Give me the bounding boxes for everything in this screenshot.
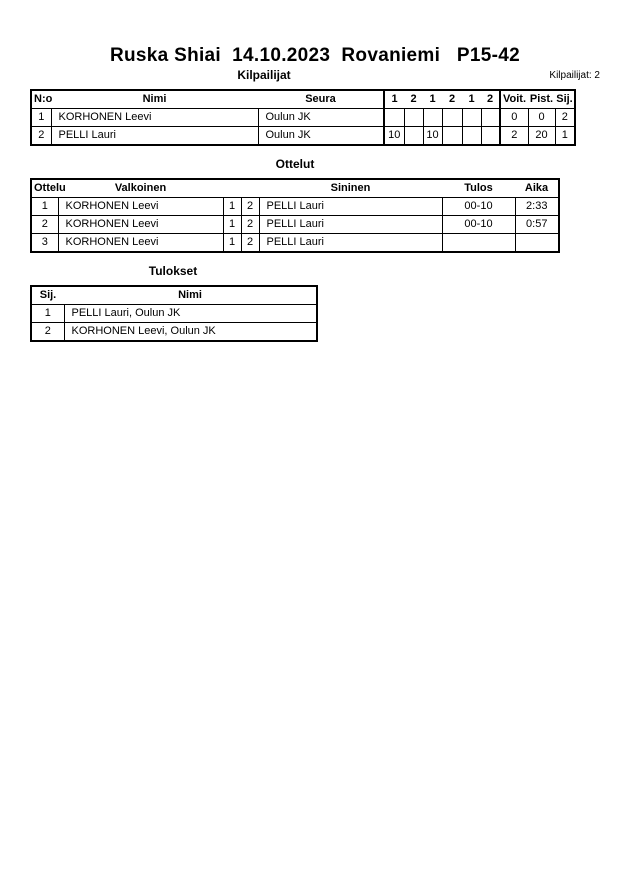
white-competitor: KORHONEN Leevi	[57, 215, 224, 234]
col-header-blue: Sininen	[259, 179, 442, 198]
blue-competitor-no: 2	[240, 197, 260, 216]
col-header-name: Nimi	[51, 90, 258, 109]
match-time	[514, 233, 560, 253]
blue-competitor: PELLI Lauri	[258, 215, 443, 234]
col-header-score-4: 2	[442, 90, 462, 109]
col-header-place: Sij.	[555, 90, 575, 109]
col-header-no: N:o	[31, 90, 52, 109]
competitor-place: 2	[554, 108, 576, 127]
blue-competitor-no: 2	[240, 233, 260, 253]
col-header-place: Sij.	[31, 286, 64, 305]
competitor-no: 2	[30, 126, 52, 146]
white-competitor-no: 1	[222, 233, 242, 253]
match-result: 00-10	[441, 215, 516, 234]
white-competitor-no: 1	[222, 197, 242, 216]
col-header-match: Ottelu	[31, 179, 66, 198]
competitor-row: 2 PELLI Lauri Oulun JK 10 10 2 20 1	[30, 126, 576, 146]
result-place: 1	[30, 304, 65, 323]
col-header-name: Nimi	[64, 286, 317, 305]
match-row: 2 KORHONEN Leevi 1 2 PELLI Lauri 00-10 0…	[30, 215, 560, 234]
match-no: 1	[30, 197, 59, 216]
blue-competitor-no: 2	[240, 215, 260, 234]
matches-header-row: Ottelu Valkoinen Sininen Tulos Aika	[31, 179, 559, 198]
page-title: Ruska Shiai 14.10.2023 Rovaniemi P15-42	[109, 45, 520, 66]
col-header-white-no	[223, 179, 241, 198]
score-cell	[441, 108, 463, 127]
col-header-wins: Voit.	[499, 90, 528, 109]
col-header-result: Tulos	[442, 179, 515, 198]
score-cell	[403, 108, 424, 127]
competitors-section-heading: Kilpailijat	[237, 68, 291, 82]
match-time: 2:33	[514, 197, 560, 216]
match-no: 2	[30, 215, 59, 234]
col-header-blue-no	[241, 179, 259, 198]
score-cell	[403, 126, 424, 146]
match-result: 00-10	[441, 197, 516, 216]
col-header-time: Aika	[515, 179, 559, 198]
results-header-row: Sij. Nimi	[31, 286, 317, 305]
col-header-white: Valkoinen	[58, 179, 223, 198]
result-row: 1 PELLI Lauri, Oulun JK	[30, 304, 318, 323]
col-header-points: Pist.	[528, 90, 555, 109]
competitor-wins: 2	[499, 126, 529, 146]
score-cell	[461, 108, 482, 127]
competitor-wins: 0	[499, 108, 529, 127]
competitor-club: Oulun JK	[257, 126, 385, 146]
result-row: 2 KORHONEN Leevi, Oulun JK	[30, 322, 318, 342]
match-result	[441, 233, 516, 253]
matches-table: Ottelu Valkoinen Sininen Tulos Aika 1 KO…	[30, 178, 560, 253]
results-section-heading: Tulokset	[148, 264, 198, 278]
score-cell	[461, 126, 482, 146]
competitor-count-label: Kilpailijat: 2	[549, 70, 600, 81]
match-time: 0:57	[514, 215, 560, 234]
score-cell	[383, 108, 405, 127]
col-header-score-1: 1	[383, 90, 404, 109]
competitor-no: 1	[30, 108, 52, 127]
blue-competitor: PELLI Lauri	[258, 197, 443, 216]
competitor-points: 0	[527, 108, 556, 127]
competitor-points: 20	[527, 126, 556, 146]
competitor-place: 1	[554, 126, 576, 146]
match-no: 3	[30, 233, 59, 253]
score-cell	[480, 108, 501, 127]
match-row: 3 KORHONEN Leevi 1 2 PELLI Lauri	[30, 233, 560, 253]
blue-competitor: PELLI Lauri	[258, 233, 443, 253]
score-cell	[422, 108, 443, 127]
result-place: 2	[30, 322, 65, 342]
score-cell	[480, 126, 501, 146]
matches-section-heading: Ottelut	[275, 157, 315, 171]
result-name: KORHONEN Leevi, Oulun JK	[63, 322, 318, 342]
competitors-table: N:o Nimi Seura 1 2 1 2 1 2 Voit. Pist. S…	[30, 89, 576, 146]
score-cell: 10	[422, 126, 443, 146]
competitor-name: PELLI Lauri	[50, 126, 259, 146]
score-cell: 10	[383, 126, 405, 146]
col-header-score-2: 2	[404, 90, 423, 109]
competitor-row: 1 KORHONEN Leevi Oulun JK 0 0 2	[30, 108, 576, 127]
results-table: Sij. Nimi 1 PELLI Lauri, Oulun JK 2 KORH…	[30, 285, 318, 342]
col-header-club: Seura	[258, 90, 384, 109]
white-competitor: KORHONEN Leevi	[57, 197, 224, 216]
col-header-score-5: 1	[462, 90, 481, 109]
col-header-score-3: 1	[423, 90, 442, 109]
competitor-name: KORHONEN Leevi	[50, 108, 259, 127]
competitor-club: Oulun JK	[257, 108, 385, 127]
score-cell	[441, 126, 463, 146]
match-row: 1 KORHONEN Leevi 1 2 PELLI Lauri 00-10 2…	[30, 197, 560, 216]
white-competitor: KORHONEN Leevi	[57, 233, 224, 253]
competitors-header-row: N:o Nimi Seura 1 2 1 2 1 2 Voit. Pist. S…	[31, 90, 575, 109]
white-competitor-no: 1	[222, 215, 242, 234]
result-name: PELLI Lauri, Oulun JK	[63, 304, 318, 323]
col-header-score-6: 2	[481, 90, 500, 109]
